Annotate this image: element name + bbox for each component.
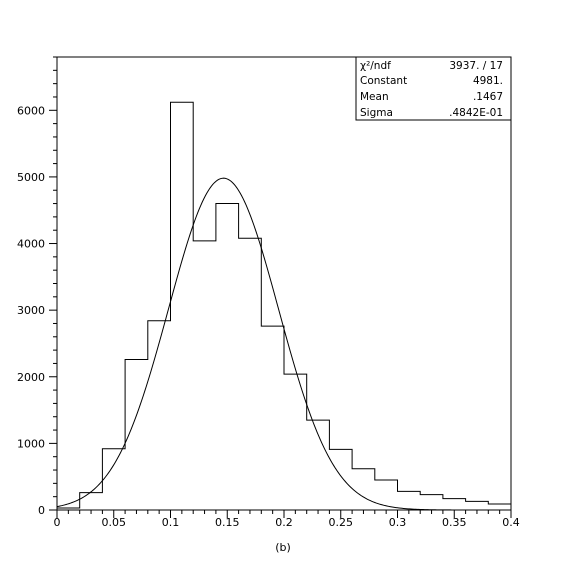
stats-box-frame [355, 56, 512, 121]
y-tick-label: 6000 [17, 104, 45, 117]
x-tick-label: 0.25 [329, 516, 354, 529]
figure-caption: (b) [275, 541, 291, 554]
y-axis: 0 1000 2000 3000 4000 5000 6000 [17, 56, 57, 517]
gaussian-fit-curve [56, 177, 511, 511]
stats-label-chi2: χ²/ndf [360, 60, 391, 72]
x-axis: 0 0.05 0.1 0.15 0.2 0.25 0.3 0.35 0.4 [54, 510, 520, 529]
y-tick-label: 0 [38, 504, 45, 517]
stats-value-sigma: .4842E-01 [449, 107, 503, 119]
stats-label-mean: Mean [360, 91, 389, 103]
x-tick-label: 0.1 [162, 516, 180, 529]
stats-value-constant: 4981. [473, 75, 503, 87]
stats-value-chi2: 3937. / 17 [449, 60, 503, 72]
x-tick-label: 0.4 [502, 516, 520, 529]
stats-value-mean: .1467 [473, 91, 503, 103]
y-tick-label: 5000 [17, 171, 45, 184]
stats-label-sigma: Sigma [360, 107, 393, 119]
y-tick-label: 3000 [17, 304, 45, 317]
y-tick-label: 1000 [17, 437, 45, 450]
x-tick-label: 0.3 [389, 516, 407, 529]
y-tick-label: 2000 [17, 371, 45, 384]
x-tick-label: 0.2 [275, 516, 293, 529]
histogram-outline [56, 101, 512, 510]
y-tick-label: 4000 [17, 238, 45, 251]
x-tick-label: 0.15 [215, 516, 240, 529]
x-tick-label: 0.05 [102, 516, 127, 529]
stats-label-constant: Constant [360, 75, 407, 87]
stats-box: χ²/ndf 3937. / 17 Constant 4981. Mean .1… [355, 56, 512, 121]
x-tick-label: 0 [54, 516, 61, 529]
x-tick-label: 0.35 [442, 516, 467, 529]
